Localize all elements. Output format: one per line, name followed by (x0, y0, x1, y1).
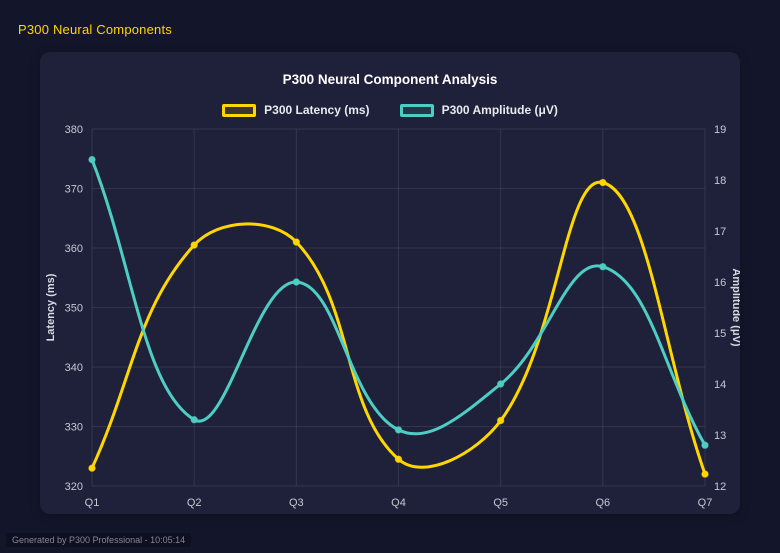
footer-status: Generated by P300 Professional - 10:05:1… (6, 533, 192, 547)
chart-title: P300 Neural Component Analysis (282, 72, 498, 87)
data-point[interactable] (701, 470, 709, 478)
data-point[interactable] (496, 380, 505, 388)
chart-area: 320 330 340 350 360 370 380 12 13 14 15 16 17 18 19 Q1 Q… (40, 121, 742, 516)
data-point[interactable] (292, 278, 301, 286)
y-tick-label-right: 12 (714, 481, 726, 493)
y-tick-label-right: 19 (714, 124, 726, 136)
data-point[interactable] (599, 263, 607, 271)
y-tick-label-right: 13 (714, 430, 726, 442)
data-point[interactable] (292, 238, 301, 246)
x-tick-label: Q4 (391, 497, 406, 509)
legend-label: P300 Amplitude (μV) (441, 103, 558, 117)
data-point[interactable] (88, 155, 96, 164)
data-point[interactable] (701, 441, 709, 449)
y-tick-label-left: 330 (65, 422, 83, 434)
y-tick-label-left: 340 (65, 362, 83, 374)
legend-label: P300 Latency (ms) (264, 103, 370, 117)
x-tick-label: Q3 (289, 497, 304, 509)
line-chart: 320 330 340 350 360 370 380 12 13 14 15 16 17 18 19 Q1 Q… (45, 124, 742, 509)
legend-item-p300-amplitude-v[interactable]: P300 Amplitude (μV) (399, 103, 558, 117)
data-point[interactable] (190, 241, 198, 249)
y-tick-label-right: 15 (714, 328, 726, 340)
left-axis-title: Latency (ms) (45, 273, 57, 341)
x-tick-label: Q2 (187, 497, 202, 509)
chart-legend: P300 Latency (ms) P300 Amplitude (μV) (40, 101, 740, 119)
page-title: P300 Neural Components (18, 22, 172, 37)
legend-swatch (399, 103, 434, 117)
right-axis-title: Amplitude (μV) (730, 268, 740, 347)
legend-swatch (222, 103, 257, 117)
gridlines (91, 128, 706, 487)
x-tick-label: Q1 (85, 497, 100, 509)
y-tick-label-right: 17 (714, 226, 726, 238)
y-tick-label-right: 14 (714, 379, 726, 391)
y-tick-label-left: 380 (65, 124, 83, 136)
y-tick-label-left: 360 (65, 243, 83, 255)
y-tick-label-left: 370 (65, 184, 83, 196)
data-point[interactable] (394, 426, 403, 434)
data-point[interactable] (599, 178, 607, 187)
x-tick-label: Q6 (595, 497, 610, 509)
y-tick-label-right: 16 (714, 277, 726, 289)
y-tick-label-left: 320 (65, 481, 83, 493)
legend-item-p300-latency-ms[interactable]: P300 Latency (ms) (222, 103, 370, 117)
data-point[interactable] (496, 416, 505, 425)
data-point[interactable] (394, 455, 403, 463)
data-point[interactable] (190, 416, 198, 424)
series-p300-latency-ms (88, 178, 709, 478)
x-tick-label: Q5 (493, 497, 508, 509)
y-tick-label-right: 18 (714, 175, 726, 187)
series-p300-amplitude-v (88, 155, 709, 449)
axis-ticks: 320 330 340 350 360 370 380 12 13 14 15 16 17 18 19 Q1 Q… (65, 124, 727, 509)
chart-panel: P300 Neural Component Analysis P300 Late… (40, 52, 742, 516)
x-tick-label: Q7 (698, 497, 713, 509)
y-tick-label-left: 350 (65, 303, 83, 315)
data-point[interactable] (88, 464, 96, 472)
